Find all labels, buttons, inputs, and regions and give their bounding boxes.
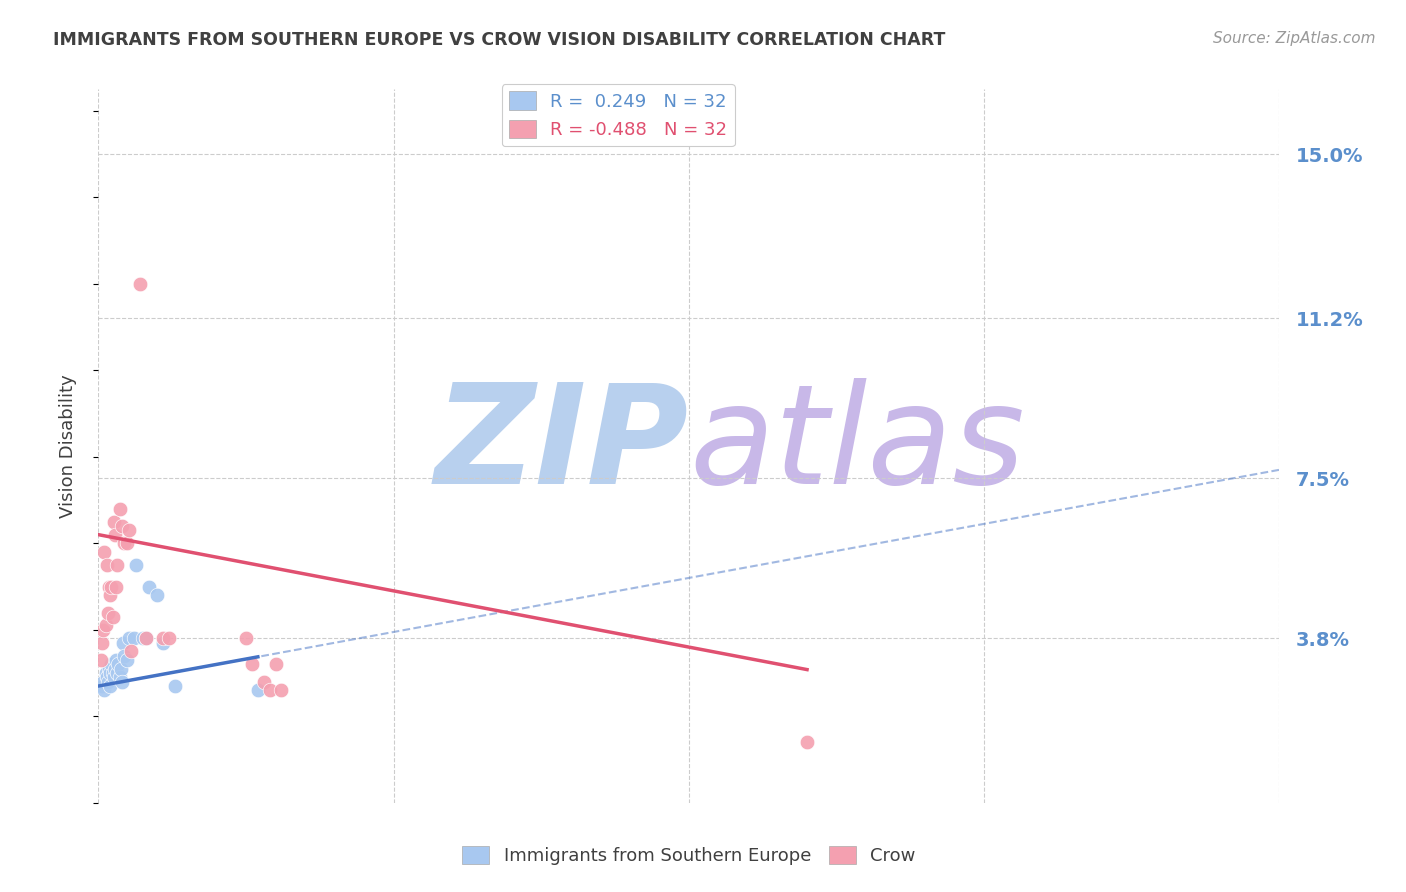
Point xyxy=(111,674,134,689)
Point xyxy=(100,580,122,594)
Point xyxy=(91,674,114,689)
Point xyxy=(96,558,118,572)
Point xyxy=(152,632,174,646)
Point xyxy=(152,636,174,650)
Text: Source: ZipAtlas.com: Source: ZipAtlas.com xyxy=(1212,31,1375,46)
Point xyxy=(264,657,287,672)
Point xyxy=(104,662,127,676)
Point xyxy=(94,618,117,632)
Point xyxy=(93,545,115,559)
Point xyxy=(128,277,150,291)
Text: atlas: atlas xyxy=(689,378,1025,514)
Point xyxy=(135,632,157,646)
Point xyxy=(108,670,131,684)
Point xyxy=(146,588,169,602)
Point xyxy=(108,501,131,516)
Point xyxy=(165,679,187,693)
Point xyxy=(103,670,125,684)
Point xyxy=(105,580,128,594)
Point xyxy=(91,679,114,693)
Point xyxy=(253,674,276,689)
Text: ZIP: ZIP xyxy=(434,378,689,514)
Point xyxy=(112,636,135,650)
Point xyxy=(94,666,117,681)
Point xyxy=(107,657,129,672)
Point xyxy=(105,558,128,572)
Point xyxy=(105,653,128,667)
Point xyxy=(118,632,141,646)
Point xyxy=(122,632,145,646)
Point xyxy=(93,683,115,698)
Point xyxy=(125,558,148,572)
Point xyxy=(138,580,160,594)
Point xyxy=(111,519,134,533)
Point xyxy=(98,588,121,602)
Point xyxy=(118,524,141,538)
Point xyxy=(101,666,124,681)
Point xyxy=(270,683,292,698)
Point xyxy=(796,735,818,749)
Point xyxy=(105,666,128,681)
Point xyxy=(103,515,125,529)
Point xyxy=(135,632,157,646)
Point xyxy=(240,657,263,672)
Point xyxy=(115,536,138,550)
Point xyxy=(98,662,121,676)
Point xyxy=(235,632,257,646)
Point xyxy=(97,606,120,620)
Point xyxy=(112,536,135,550)
Point xyxy=(157,632,180,646)
Point xyxy=(98,679,121,693)
Point xyxy=(91,636,114,650)
Point xyxy=(104,527,127,541)
Point xyxy=(98,580,121,594)
Point xyxy=(91,623,114,637)
Point xyxy=(110,662,132,676)
Point xyxy=(100,657,122,672)
Point xyxy=(259,683,281,698)
Point xyxy=(121,644,143,658)
Point xyxy=(115,653,138,667)
Point xyxy=(246,683,269,698)
Y-axis label: Vision Disability: Vision Disability xyxy=(59,374,77,518)
Point xyxy=(112,648,135,663)
Point xyxy=(132,632,155,646)
Legend: Immigrants from Southern Europe, Crow: Immigrants from Southern Europe, Crow xyxy=(454,838,924,872)
Point xyxy=(101,610,124,624)
Point xyxy=(90,653,112,667)
Point xyxy=(98,666,121,681)
Point xyxy=(96,670,118,684)
Point xyxy=(97,674,120,689)
Text: IMMIGRANTS FROM SOUTHERN EUROPE VS CROW VISION DISABILITY CORRELATION CHART: IMMIGRANTS FROM SOUTHERN EUROPE VS CROW … xyxy=(53,31,946,49)
